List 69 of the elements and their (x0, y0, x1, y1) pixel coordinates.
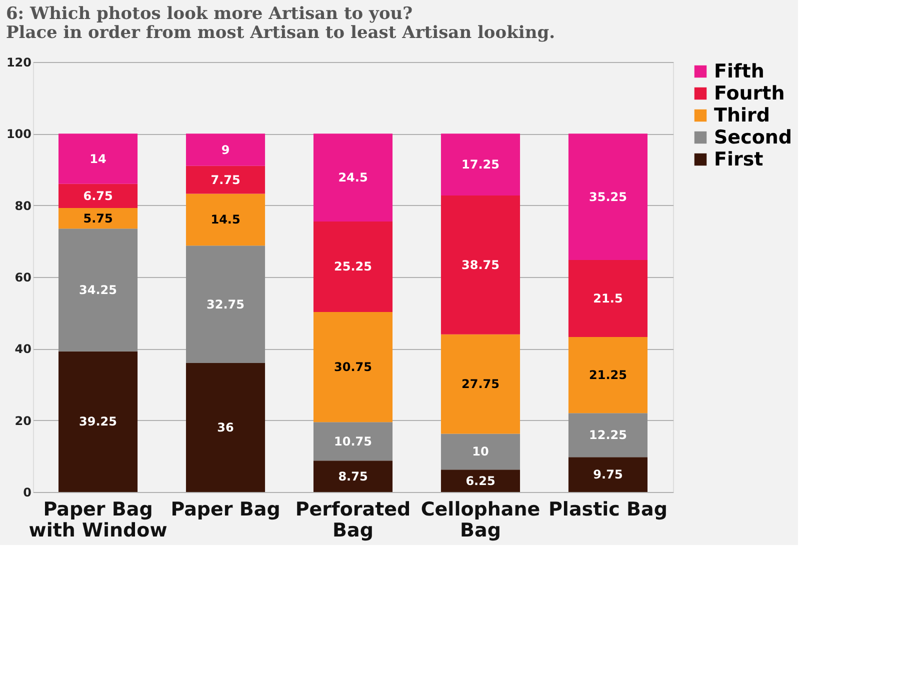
data-label: 12.25 (588, 428, 627, 442)
legend-label: Fifth (714, 60, 764, 82)
data-label: 5.75 (83, 211, 113, 226)
data-label: 21.5 (593, 292, 623, 306)
data-label: 9.75 (593, 468, 623, 482)
y-tick-label: 40 (14, 342, 32, 356)
y-tick-label: 60 (14, 270, 32, 284)
bar (58, 184, 138, 208)
bar (313, 134, 393, 222)
text: Place in order from most Artisan to least Artisan looking. (6, 23, 556, 43)
x-tick-label: Paper Bag (170, 498, 280, 520)
bar (313, 312, 393, 422)
bar (568, 260, 648, 338)
data-label: 36 (217, 420, 234, 434)
data-label: 10 (472, 444, 489, 459)
x-tick-label: Paper Bag with Window (28, 498, 168, 542)
bar (440, 195, 520, 334)
data-label: 9 (221, 142, 230, 157)
data-label: 6.75 (83, 188, 113, 203)
data-label: 10.75 (334, 434, 372, 448)
bar (440, 470, 520, 492)
legend-label: Fourth (714, 82, 785, 104)
y-tick-label: 100 (6, 127, 32, 142)
data-label: 6.25 (466, 474, 496, 488)
bar (186, 134, 266, 166)
data-label: 30.75 (334, 360, 372, 374)
legend-label: Second (714, 126, 792, 148)
data-label: 38.75 (462, 258, 500, 272)
bar (313, 221, 393, 312)
bar (440, 134, 520, 196)
bar (58, 228, 138, 352)
y-tick-label: 120 (6, 56, 32, 70)
bar (440, 434, 520, 470)
data-label: 8.75 (338, 469, 368, 484)
bar (568, 134, 648, 260)
bar (186, 194, 266, 246)
bar (440, 334, 520, 434)
bar (58, 351, 138, 492)
data-label: 21.25 (588, 368, 627, 382)
data-label: 25.25 (334, 260, 372, 274)
bar (186, 363, 266, 492)
bar (568, 457, 648, 492)
data-label: 14 (90, 152, 106, 166)
data-label: 39.25 (79, 414, 118, 429)
bar (186, 246, 266, 363)
bar (568, 337, 648, 414)
x-tick-label: Perforated Bag (295, 498, 411, 542)
data-label: 17.25 (462, 158, 500, 172)
text: 6: Which photos look more Artisan to you? (6, 4, 413, 24)
bar (313, 422, 393, 461)
y-tick-label: 20 (14, 414, 32, 428)
bar (58, 208, 138, 229)
legend-label: First (714, 148, 764, 170)
bar (58, 134, 138, 184)
legend-label: Third (714, 104, 770, 126)
data-label: 34.25 (79, 282, 118, 297)
y-tick-label: 0 (23, 486, 32, 500)
data-label: 7.75 (210, 172, 240, 187)
bar (568, 413, 648, 458)
x-tick-label: Cellophane Bag (420, 498, 540, 542)
bar (186, 166, 266, 194)
x-tick-label: Plastic Bag (548, 498, 668, 520)
data-label: 24.5 (338, 170, 368, 185)
data-label: 14.5 (210, 212, 240, 227)
y-tick-label: 80 (14, 198, 32, 213)
bar (313, 460, 393, 492)
data-label: 35.25 (588, 190, 627, 204)
data-label: 32.75 (206, 297, 244, 312)
data-label: 27.75 (462, 377, 500, 392)
